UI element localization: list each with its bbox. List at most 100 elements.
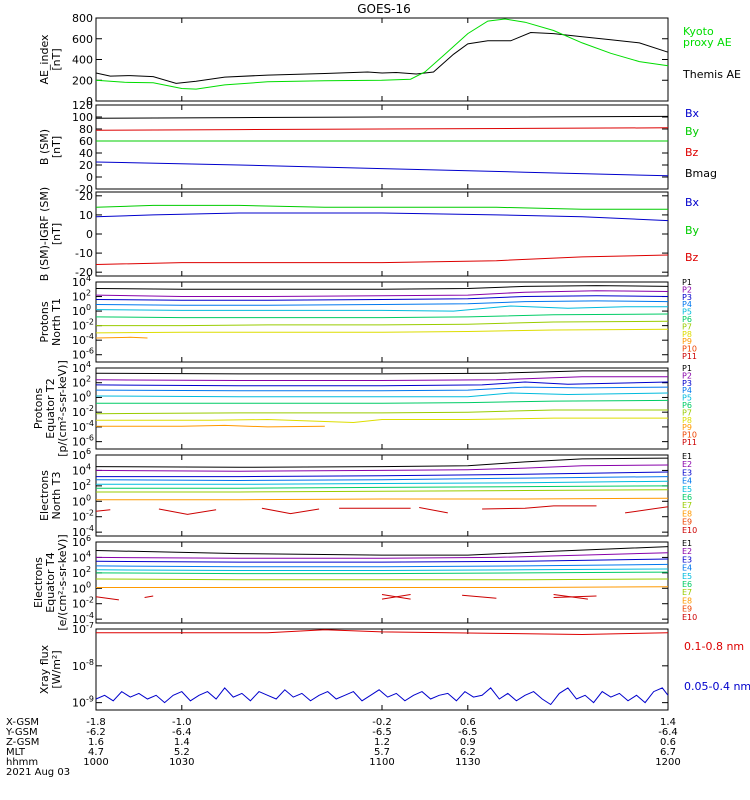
series-line-bz <box>95 127 669 131</box>
y-tick-exponent: -2 <box>86 509 94 518</box>
legend-entry: proxy AE <box>683 36 732 49</box>
y-axis-label: [p/(cm²-s-sr-keV)] <box>56 360 69 457</box>
y-tick-exponent: -4 <box>86 524 94 533</box>
y-tick-label: 800 <box>72 12 93 25</box>
legend-entry: E3 <box>682 555 692 564</box>
y-tick-label: -10 <box>75 247 93 260</box>
y-tick-label: 10 <box>72 391 86 404</box>
y-axis-label: [nT] <box>50 48 63 70</box>
y-tick-label: 10 <box>72 320 86 333</box>
legend-entry: 0.1-0.8 nm <box>684 640 744 653</box>
y-tick-label: 10 <box>72 421 86 434</box>
y-tick-label: 10 <box>72 305 86 318</box>
legend-entry: P1 <box>682 278 692 287</box>
series-line-e5 <box>95 568 669 571</box>
legend-entry: E5 <box>682 485 692 494</box>
series-line-e9 <box>553 595 597 598</box>
ephemeris-value: 1000 <box>83 757 108 768</box>
series-line-e1 <box>95 457 669 468</box>
legend-entry: Bmag <box>685 167 717 180</box>
y-tick-label: 80 <box>79 123 93 136</box>
legend-entry: P5 <box>682 308 692 317</box>
legend-entry: P3 <box>682 379 692 388</box>
ephemeris-table: X-GSM -1.8 -1.0 -0.2 0.6 1.4 Y-GSM -6.2 -6.4 -6.5… <box>5 717 681 778</box>
series-line-e4 <box>95 476 669 482</box>
y-tick-label: 10 <box>72 536 86 549</box>
y-tick-label: 10 <box>72 495 86 508</box>
ephemeris-value: 6.7 <box>660 747 676 758</box>
y-tick-exponent: 2 <box>86 565 91 574</box>
ephemeris-value: -6.4 <box>172 727 192 738</box>
legend-entry: P10 <box>682 431 697 440</box>
y-tick-label: 10 <box>72 406 86 419</box>
legend-entry: By <box>685 125 700 138</box>
legend-entry: E3 <box>682 468 692 477</box>
series-line-bx <box>95 161 669 177</box>
y-axis-label: Protons <box>38 301 51 342</box>
y-tick-label: 40 <box>79 147 93 160</box>
legend-entry: E4 <box>682 564 692 573</box>
legend-entry: E4 <box>682 477 692 486</box>
y-tick-exponent: -2 <box>86 404 94 413</box>
series-line-by <box>95 204 668 210</box>
y-tick-exponent: -9 <box>86 695 94 704</box>
series-line-p9 <box>96 424 325 428</box>
legend-entry: P7 <box>682 408 692 417</box>
legend-entry: P3 <box>682 293 692 302</box>
ephemeris-row-label: MLT <box>6 747 26 758</box>
y-axis-label: Electrons <box>38 470 51 521</box>
y-tick-label: 0 <box>86 95 93 108</box>
ephemeris-value: 5.7 <box>374 747 390 758</box>
ephemeris-value: 4.7 <box>88 747 104 758</box>
y-tick-label: 10 <box>72 334 86 347</box>
y-tick-exponent: -6 <box>86 434 94 443</box>
ephemeris-value: -0.2 <box>372 717 392 728</box>
legend-entry: P2 <box>682 371 692 380</box>
series-line-e3 <box>96 471 669 478</box>
y-axis-label: [nT] <box>50 136 63 158</box>
legend-entry: P9 <box>682 423 692 432</box>
y-axis-label: Equator T4 <box>44 552 57 612</box>
series-line-p2 <box>95 290 669 297</box>
y-tick-exponent: 4 <box>86 274 91 283</box>
y-tick-exponent: 0 <box>86 580 91 589</box>
legend-entry: P4 <box>682 386 692 395</box>
y-tick-label: 10 <box>72 582 86 595</box>
y-tick-exponent: 4 <box>86 549 91 558</box>
ephemeris-value: -6.4 <box>658 727 678 738</box>
legend-entry: P1 <box>682 364 692 373</box>
y-axis-label: North T3 <box>50 472 63 520</box>
series-line-bx <box>95 212 669 222</box>
ephemeris-value: -1.0 <box>172 717 192 728</box>
y-tick-label: 10 <box>72 349 86 362</box>
legend-entry: E1 <box>682 539 692 548</box>
y-tick-label: 0 <box>86 228 93 241</box>
y-axis-label: Electrons <box>32 557 45 608</box>
y-tick-exponent: -2 <box>86 596 94 605</box>
series-line-e5 <box>96 480 669 485</box>
y-tick-exponent: -4 <box>86 419 94 428</box>
series-line-kyoto-proxy-ae <box>95 18 669 90</box>
series-line-e9 <box>462 594 497 599</box>
series-line-e7 <box>96 489 669 493</box>
series-line-e9 <box>419 507 448 514</box>
y-axis-label: B (SM)-IGRF (SM) <box>38 187 51 281</box>
y-tick-label: 10 <box>72 449 86 462</box>
legend-entry: P8 <box>682 330 692 339</box>
y-tick-label: 10 <box>79 209 93 222</box>
y-axis-label: [e/(cm²-s-sr-keV)] <box>56 534 69 630</box>
ephemeris-value: 1.2 <box>374 737 390 748</box>
y-tick-label: 200 <box>72 74 93 87</box>
y-tick-label: 120 <box>72 99 93 112</box>
panel-bigrf: -20 -10 0 10 20 B (SM)-IGRF (SM) [nT] Bx By Bz <box>38 187 700 281</box>
ephemeris-row-label: hhmm <box>6 757 38 768</box>
y-axis-label: Protons <box>32 388 45 429</box>
series-line-p6 <box>96 399 669 404</box>
y-tick-exponent: 0 <box>86 389 91 398</box>
y-tick-exponent: 2 <box>86 289 91 298</box>
legend-entry: E7 <box>682 588 692 597</box>
legend-entry: P6 <box>682 401 692 410</box>
y-tick-exponent: 4 <box>86 462 91 471</box>
